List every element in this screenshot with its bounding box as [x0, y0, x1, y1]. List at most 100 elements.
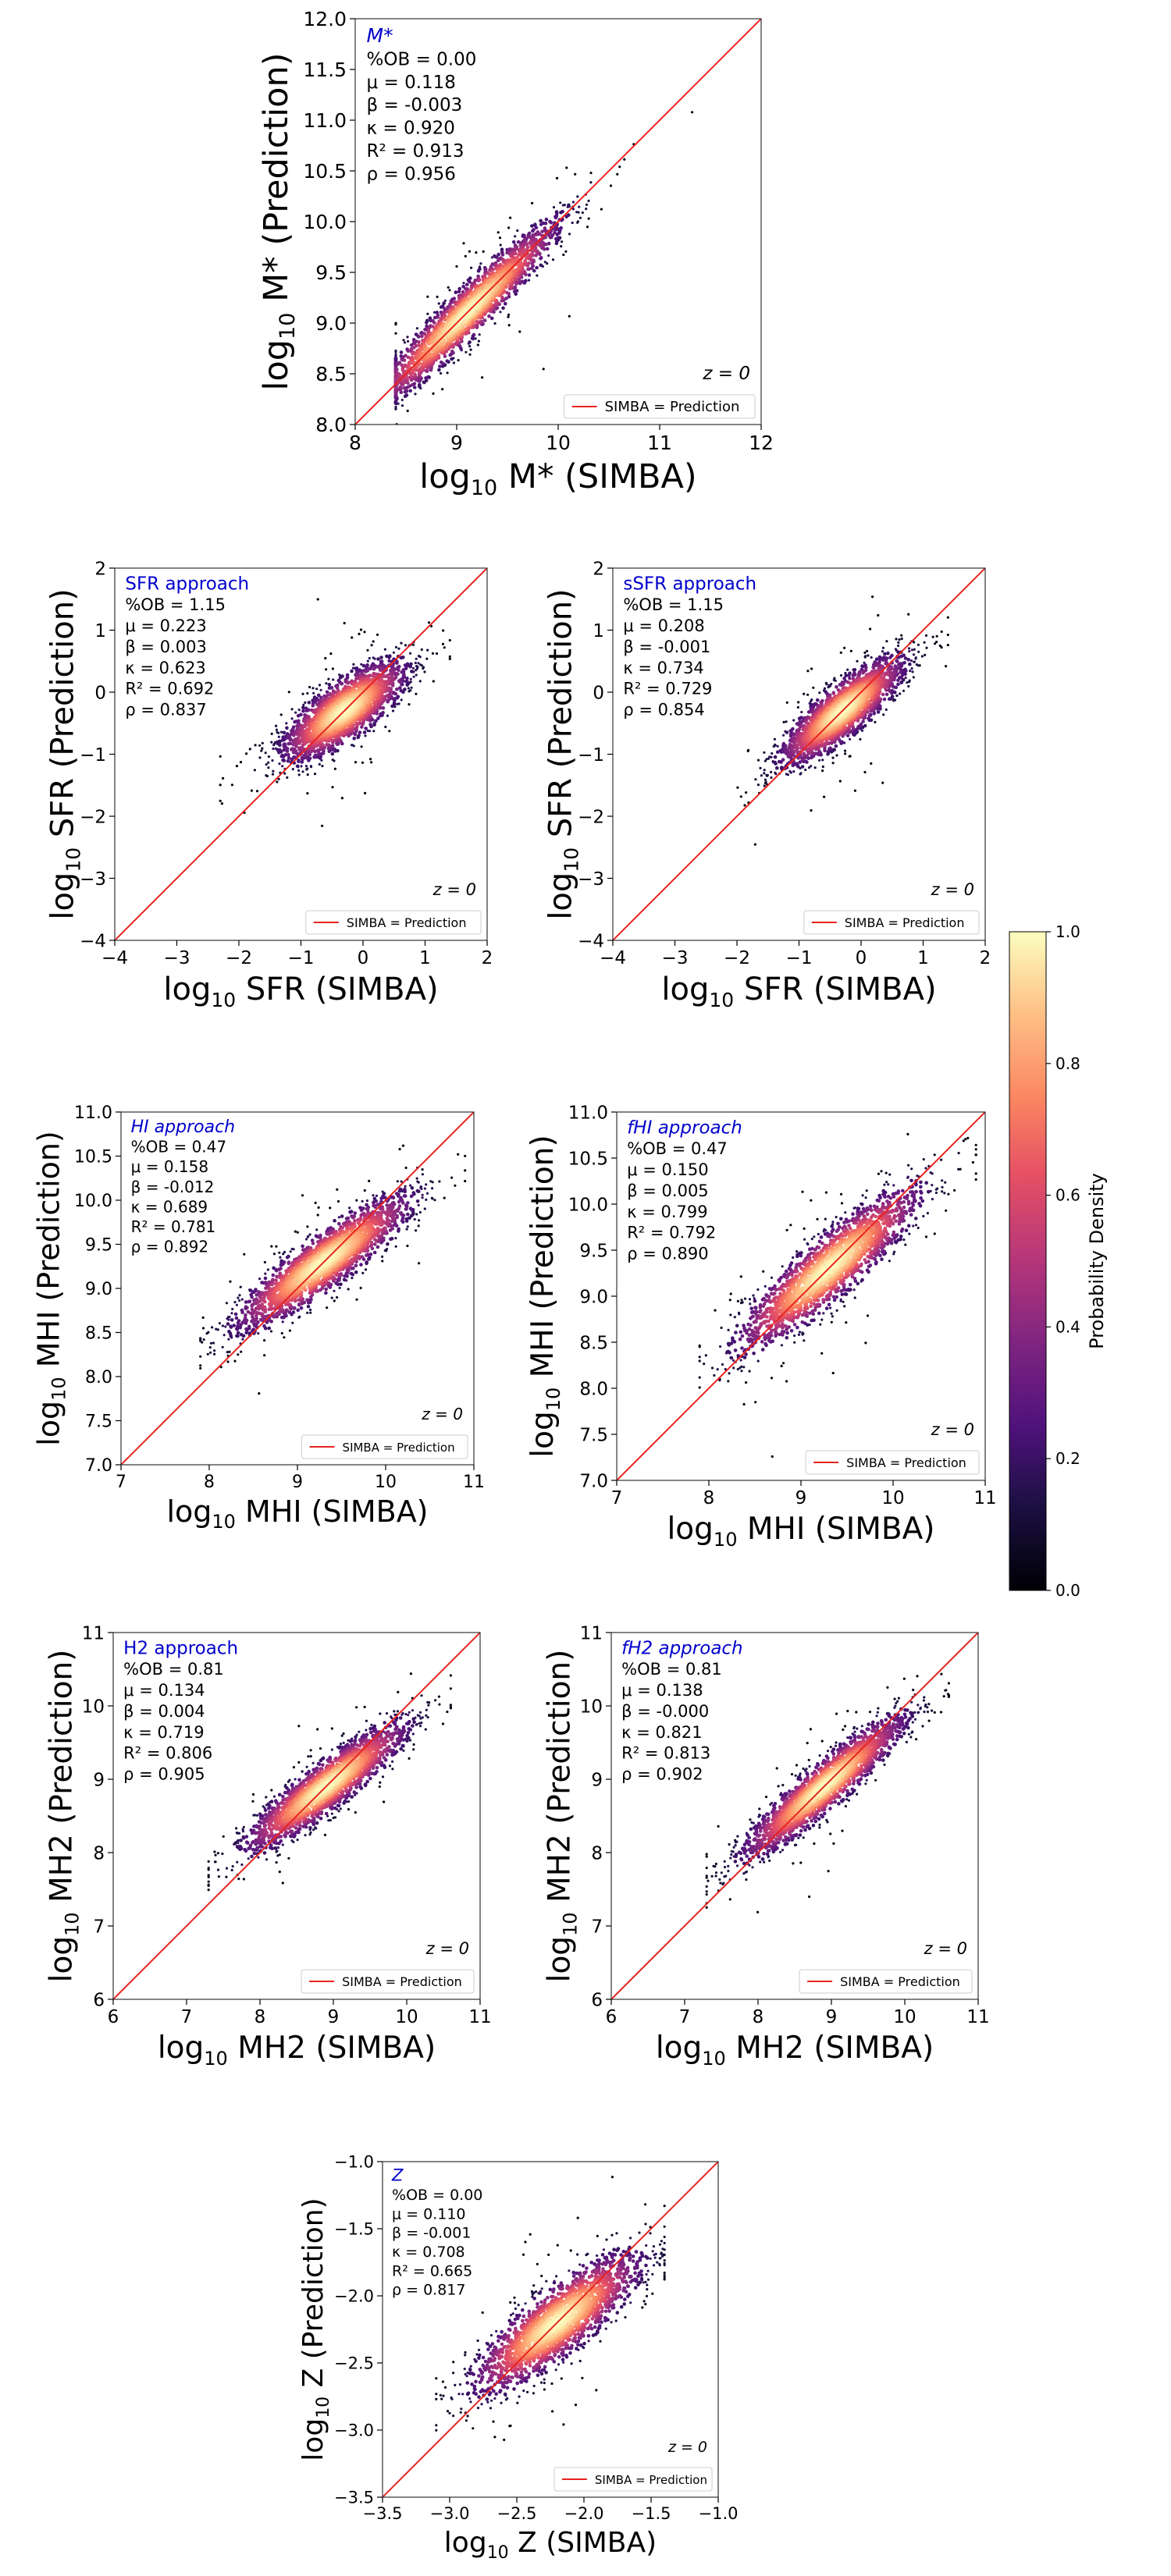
- data-point: [870, 762, 873, 766]
- data-point: [346, 680, 350, 685]
- data-point: [277, 731, 280, 734]
- data-point: [452, 361, 456, 364]
- data-point: [435, 652, 439, 656]
- data-point: [369, 758, 372, 761]
- data-point: [539, 263, 543, 268]
- data-point: [760, 774, 763, 777]
- data-point: [324, 656, 327, 660]
- data-point: [372, 640, 375, 643]
- data-point: [934, 642, 937, 645]
- data-point: [906, 658, 910, 662]
- y-tick-label: 10.5: [303, 160, 347, 183]
- data-point: [368, 666, 373, 671]
- data-point: [821, 769, 824, 773]
- redshift-label: z = 0: [702, 364, 750, 384]
- data-point: [499, 243, 502, 247]
- x-tick-label: −1: [288, 948, 315, 968]
- data-point: [426, 295, 429, 298]
- data-point: [292, 755, 297, 759]
- data-point: [475, 320, 479, 324]
- data-point: [309, 765, 313, 768]
- data-point: [374, 719, 378, 723]
- data-point: [396, 702, 399, 705]
- redshift-label: z = 0: [432, 880, 476, 899]
- data-point: [863, 651, 867, 655]
- data-point: [400, 670, 404, 674]
- x-tick-label: 1: [419, 948, 431, 968]
- data-point: [478, 333, 481, 336]
- data-point: [519, 275, 524, 279]
- data-point: [258, 744, 262, 747]
- data-point: [395, 661, 399, 665]
- data-point: [525, 242, 529, 247]
- data-point: [393, 705, 397, 709]
- data-point: [372, 701, 376, 705]
- data-point: [306, 792, 309, 795]
- data-point: [270, 732, 273, 736]
- data-point: [376, 716, 380, 720]
- data-point: [549, 220, 553, 225]
- data-point: [907, 647, 911, 650]
- data-point: [299, 712, 303, 717]
- data-point: [379, 712, 383, 716]
- data-point: [530, 261, 534, 266]
- data-point: [394, 350, 397, 354]
- data-point: [856, 659, 859, 663]
- data-point: [358, 632, 361, 636]
- data-point: [796, 705, 799, 709]
- data-point: [399, 688, 403, 693]
- data-point: [376, 633, 379, 637]
- data-point: [464, 293, 468, 298]
- data-point: [319, 688, 322, 691]
- data-point: [222, 776, 225, 780]
- data-point: [839, 673, 843, 677]
- data-point: [446, 307, 450, 311]
- data-point: [414, 393, 417, 396]
- data-point: [495, 255, 499, 259]
- data-point: [296, 736, 301, 741]
- data-point: [404, 354, 408, 358]
- data-point: [386, 714, 389, 717]
- data-point: [290, 717, 294, 720]
- data-point: [318, 684, 322, 687]
- data-point: [882, 713, 885, 716]
- data-point: [785, 773, 788, 776]
- data-point: [863, 770, 867, 774]
- data-point: [319, 751, 324, 756]
- data-point: [935, 641, 938, 644]
- data-point: [401, 674, 406, 678]
- data-point: [340, 681, 344, 686]
- data-point: [454, 290, 458, 294]
- data-point: [491, 267, 496, 272]
- data-point: [821, 765, 824, 769]
- x-axis-label: log10 SFR (SIMBA): [163, 972, 438, 1011]
- data-point: [322, 745, 327, 750]
- data-point: [394, 453, 397, 455]
- data-point: [261, 747, 264, 750]
- data-point: [408, 703, 411, 706]
- data-point: [900, 637, 903, 641]
- data-point: [866, 649, 869, 652]
- data-point: [863, 661, 866, 664]
- data-point: [373, 657, 376, 660]
- data-point: [402, 358, 407, 362]
- data-point: [452, 297, 457, 300]
- data-point: [804, 768, 807, 772]
- legend-label: SIMBA = Prediction: [605, 399, 740, 415]
- data-point: [774, 771, 777, 775]
- scatter-points: [219, 598, 451, 827]
- data-point: [283, 752, 288, 757]
- data-point: [872, 712, 877, 716]
- data-point: [810, 700, 813, 703]
- data-point: [803, 692, 806, 695]
- data-point: [511, 240, 516, 244]
- data-point: [457, 359, 460, 362]
- data-point: [946, 633, 949, 637]
- data-point: [297, 769, 301, 773]
- data-point: [539, 219, 543, 223]
- data-point: [779, 766, 784, 769]
- data-point: [376, 701, 381, 705]
- data-point: [282, 730, 287, 735]
- data-point: [370, 761, 373, 764]
- data-point: [898, 638, 901, 641]
